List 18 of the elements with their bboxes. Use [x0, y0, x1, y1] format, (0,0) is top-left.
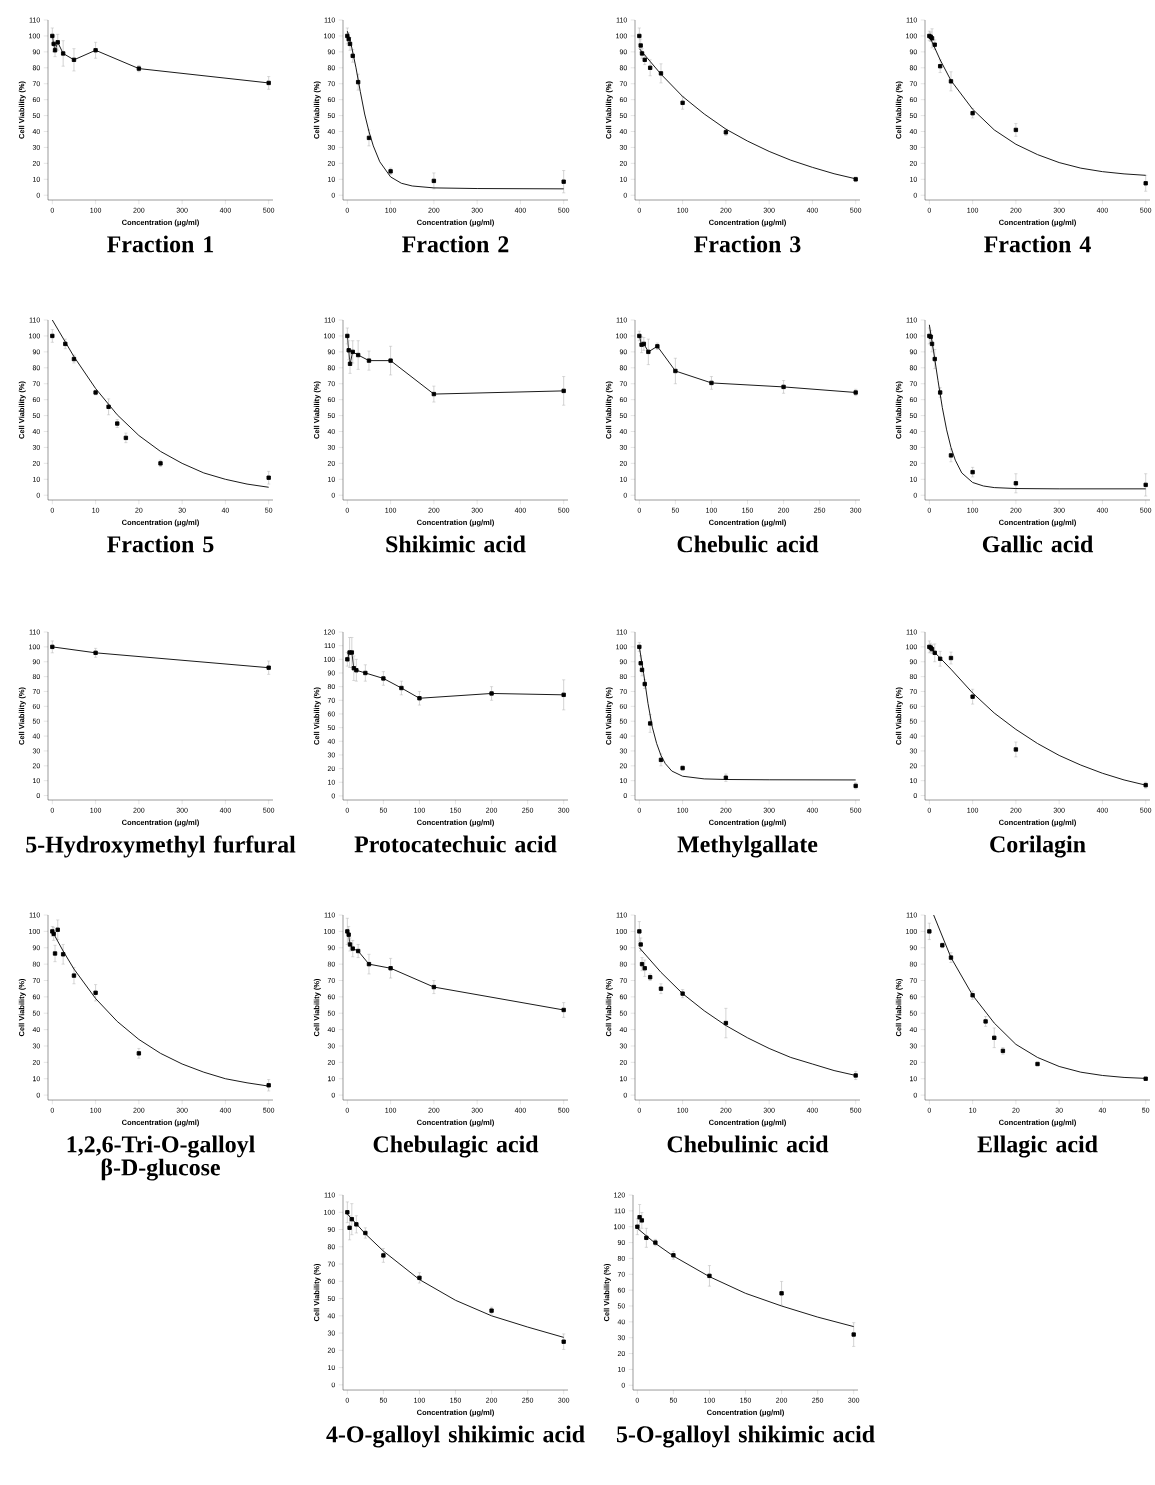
text: Chebulinic acid: [667, 1135, 829, 1153]
text: 5-Hydroxymethyl furfural: [26, 835, 296, 858]
text: Ellagic acid: [977, 1135, 1098, 1158]
text: Methylgallate: [677, 835, 818, 858]
text: Gallic acid: [982, 535, 1094, 553]
text: Corilagin: [990, 835, 1086, 858]
text: Fraction 5: [107, 535, 214, 553]
text: Chebulic acid: [677, 535, 819, 553]
text: 1,2,6-Tri-O-galloyl β-D-glucose: [67, 1135, 255, 1181]
text: Fraction 3: [694, 235, 801, 253]
text: Fraction 2: [402, 235, 509, 253]
text: 5-O-galloyl shikimic acid: [616, 1425, 875, 1448]
text: Protocatechuic acid: [354, 835, 557, 853]
text: Fraction 1: [107, 235, 214, 253]
text: Shikimic acid: [386, 535, 526, 553]
text: Fraction 4: [984, 235, 1091, 253]
text: Chebulagic acid: [373, 1135, 539, 1158]
text: 4-O-galloyl shikimic acid: [326, 1425, 585, 1448]
